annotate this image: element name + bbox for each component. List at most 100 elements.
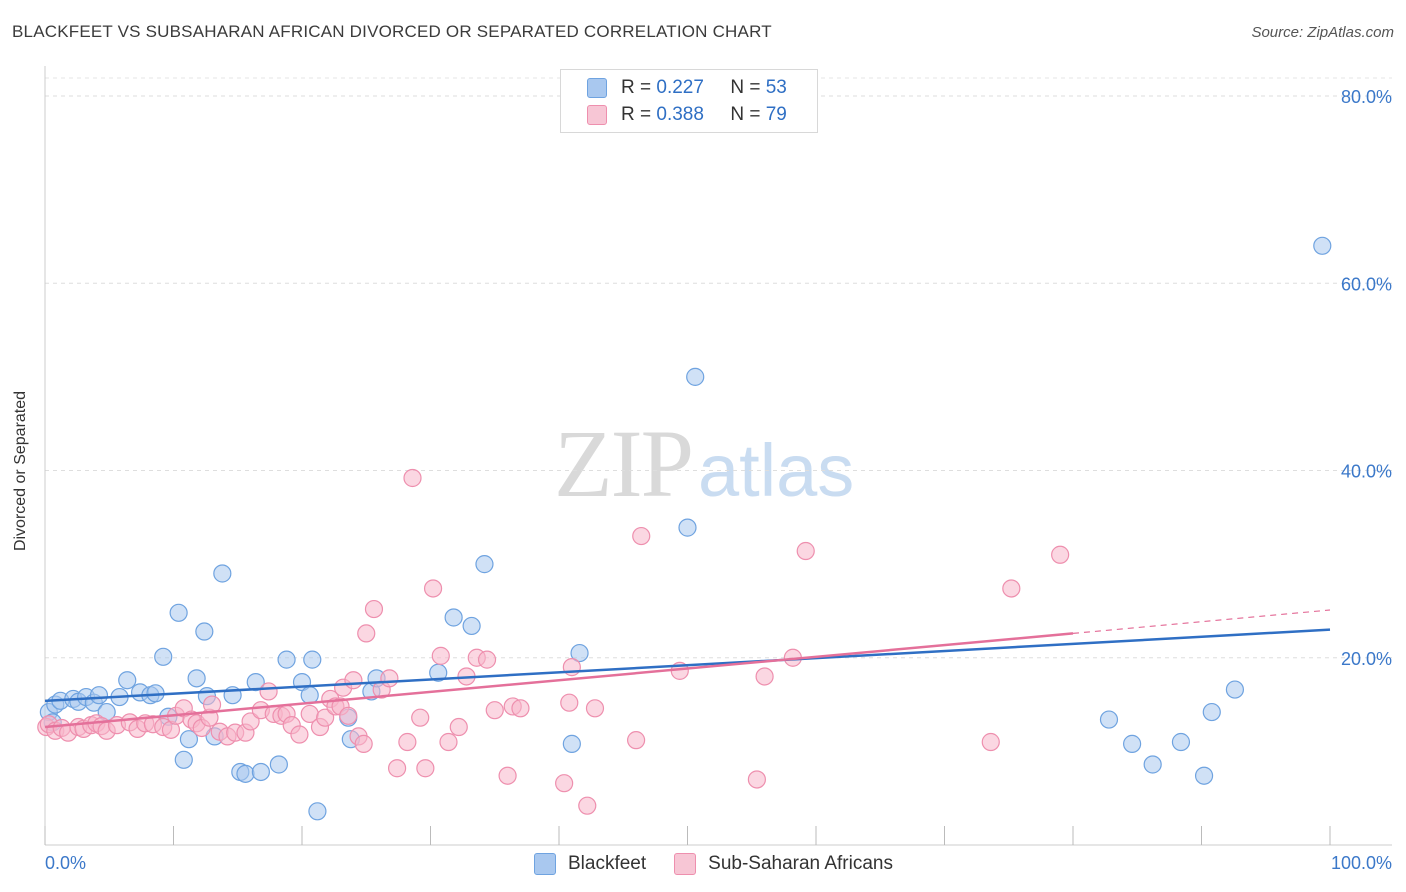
- blackfeet-point: [251, 762, 270, 782]
- legend-text-subsaharan: R = 0.388 N = 79: [621, 104, 787, 126]
- legend-r-label: R =: [621, 77, 652, 98]
- legend-n-value: 53: [765, 77, 787, 98]
- blackfeet-point: [195, 622, 214, 641]
- subsaharan-point: [344, 671, 363, 690]
- series-legend: Blackfeet Sub-Saharan Africans: [534, 852, 921, 876]
- subsaharan-point: [416, 759, 435, 778]
- legend-n-label: N =: [730, 104, 761, 125]
- legend-swatch-blackfeet: [587, 78, 607, 98]
- blackfeet-point: [1171, 732, 1191, 752]
- legend-n-value: 79: [765, 104, 787, 125]
- subsaharan-point: [585, 699, 605, 718]
- blackfeet-point: [246, 672, 265, 692]
- blackfeet-point: [308, 802, 327, 821]
- blackfeet-point: [118, 671, 137, 690]
- subsaharan-point: [339, 706, 358, 725]
- subsaharan-point: [316, 708, 335, 727]
- subsaharan-point: [449, 717, 468, 737]
- blackfeet-point: [1143, 755, 1162, 774]
- legend-r-value: 0.227: [656, 77, 704, 98]
- legend-r-value: 0.388: [656, 104, 704, 125]
- watermark-zip: ZIP: [554, 410, 694, 517]
- blackfeet-point: [269, 755, 288, 774]
- chart-title: BLACKFEET VS SUBSAHARAN AFRICAN DIVORCED…: [12, 22, 772, 41]
- subsaharan-point: [387, 759, 407, 778]
- blackfeet-point: [169, 603, 188, 622]
- correlation-legend: R = 0.227 N = 53 R = 0.388 N = 79: [560, 69, 818, 133]
- legend-swatch-subsaharan: [587, 105, 607, 125]
- series-legend-subsaharan: Sub-Saharan Africans: [674, 853, 893, 875]
- blackfeet-point: [570, 643, 589, 663]
- subsaharan-point: [485, 701, 504, 720]
- blackfeet-point: [277, 650, 296, 669]
- blackfeet-trendline: [44, 628, 1331, 703]
- subsaharan-point: [511, 699, 530, 718]
- blackfeet-point: [1313, 236, 1332, 255]
- blackfeet-point: [303, 650, 322, 669]
- subsaharan-point: [755, 667, 774, 686]
- subsaharan-trendline: [44, 632, 1074, 729]
- series-legend-blackfeet: Blackfeet: [534, 853, 646, 875]
- series-swatch-subsaharan: [674, 853, 697, 875]
- legend-r-label: R =: [621, 104, 652, 125]
- subsaharan-point: [403, 468, 422, 488]
- y-tick-label: 20.0%: [1341, 649, 1392, 669]
- subsaharan-point: [498, 766, 517, 785]
- subsaharan-point: [560, 693, 579, 712]
- subsaharan-point: [423, 579, 443, 598]
- y-tick-label: 80.0%: [1341, 87, 1392, 107]
- blackfeet-point: [1202, 702, 1221, 722]
- series-label-subsaharan: Sub-Saharan Africans: [708, 853, 893, 874]
- subsaharan-point: [259, 682, 278, 701]
- blackfeet-point: [187, 669, 206, 688]
- blackfeet-point: [1099, 710, 1119, 729]
- series-swatch-blackfeet: [534, 853, 556, 875]
- subsaharan-point: [1051, 545, 1070, 564]
- blackfeet-point: [213, 564, 232, 583]
- series-label-blackfeet: Blackfeet: [568, 853, 647, 874]
- subsaharan-point: [477, 650, 497, 669]
- blackfeet-point: [174, 750, 193, 769]
- subsaharan-point: [290, 725, 309, 744]
- subsaharan-point: [578, 796, 597, 815]
- blackfeet-point: [1123, 734, 1142, 753]
- source-credit: Source: ZipAtlas.com: [1251, 24, 1394, 41]
- blackfeet-point: [89, 686, 109, 705]
- blackfeet-point: [475, 555, 494, 574]
- legend-text-blackfeet: R = 0.227 N = 53: [621, 77, 787, 99]
- zipatlas-watermark: ZIPatlas: [554, 408, 854, 519]
- blackfeet-point: [678, 518, 697, 537]
- x-tick-label: 100.0%: [1331, 853, 1392, 873]
- blackfeet-point: [686, 367, 705, 386]
- blackfeet-point: [1225, 680, 1245, 699]
- blackfeet-point: [236, 764, 255, 783]
- blackfeet-point: [1194, 766, 1214, 785]
- y-tick-label: 40.0%: [1341, 462, 1392, 482]
- subsaharan-point: [380, 669, 399, 688]
- subsaharan-point: [357, 624, 376, 643]
- blackfeet-point: [444, 608, 463, 627]
- blackfeet-point: [154, 647, 173, 666]
- subsaharan-point: [439, 732, 458, 752]
- subsaharan-point: [364, 599, 384, 619]
- subsaharan-point: [626, 731, 646, 750]
- y-tick-label: 60.0%: [1341, 274, 1392, 294]
- x-tick-label: 0.0%: [45, 853, 86, 873]
- subsaharan-point: [555, 774, 574, 793]
- blackfeet-point: [462, 616, 481, 636]
- subsaharan-point: [431, 646, 450, 665]
- subsaharan-point: [747, 770, 766, 789]
- subsaharan-point: [796, 541, 815, 561]
- subsaharan-point: [1002, 579, 1021, 598]
- blackfeet-point: [562, 734, 581, 753]
- subsaharan-point: [354, 734, 373, 753]
- legend-n-label: N =: [730, 77, 761, 98]
- subsaharan-point: [411, 708, 430, 727]
- subsaharan-point: [632, 526, 651, 546]
- subsaharan-trendline-extension: [1072, 609, 1331, 635]
- subsaharan-point: [398, 732, 417, 752]
- blackfeet-point: [179, 730, 199, 749]
- subsaharan-point: [981, 732, 1000, 752]
- subsaharan-point: [241, 712, 260, 731]
